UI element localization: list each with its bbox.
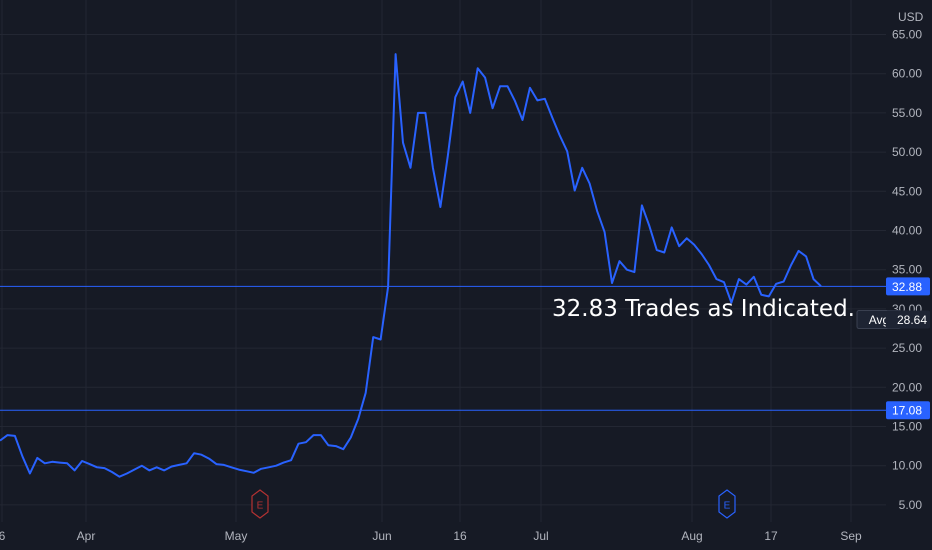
y-tick-label: 20.00 bbox=[892, 380, 922, 394]
y-tick-label: 10.00 bbox=[892, 459, 922, 473]
y-tick-label: 40.00 bbox=[892, 224, 922, 238]
x-tick-label: 16 bbox=[453, 529, 467, 543]
y-tick-label: 60.00 bbox=[892, 67, 922, 81]
earnings-marker-label: E bbox=[724, 501, 731, 512]
earnings-icon bbox=[718, 489, 736, 519]
x-tick-label: Sep bbox=[840, 529, 862, 543]
grid bbox=[0, 0, 886, 522]
price-badges: 32.88 17.08 Avg 28.64 bbox=[856, 277, 930, 420]
price-axis-panel bbox=[886, 0, 932, 522]
earnings-marker-upcoming: E bbox=[718, 489, 736, 519]
y-axis[interactable]: 65.0060.0055.0050.0045.0040.0035.0030.00… bbox=[892, 28, 922, 512]
earnings-icon bbox=[251, 489, 269, 519]
x-tick-label: May bbox=[225, 529, 248, 543]
earnings-marker-label: E bbox=[257, 501, 264, 512]
avg-label: Avg bbox=[869, 313, 889, 327]
x-axis[interactable]: 6 Apr May Jun 16 Jul Aug 17 Sep bbox=[0, 529, 862, 543]
horizontal-lines bbox=[0, 285, 886, 411]
y-tick-label: 35.00 bbox=[892, 263, 922, 277]
price-badge bbox=[886, 277, 930, 296]
y-tick-label: 45.00 bbox=[892, 184, 922, 198]
x-tick-label: 6 bbox=[0, 529, 6, 543]
y-tick-label: 15.00 bbox=[892, 420, 922, 434]
y-tick-label: 55.00 bbox=[892, 106, 922, 120]
x-tick-label: Aug bbox=[681, 529, 702, 543]
avg-value: 28.64 bbox=[897, 313, 927, 327]
x-tick-label: Jul bbox=[533, 529, 548, 543]
x-tick-label: Jun bbox=[372, 529, 391, 543]
price-badge-label: 17.08 bbox=[892, 404, 922, 418]
avg-badge bbox=[886, 310, 930, 329]
y-tick-label: 5.00 bbox=[899, 498, 923, 512]
y-tick-label: 50.00 bbox=[892, 145, 922, 159]
price-badge bbox=[886, 401, 930, 420]
price-badge-label: 32.88 bbox=[892, 280, 922, 294]
earnings-marker-past: E bbox=[251, 489, 269, 519]
x-tick-label: 17 bbox=[764, 529, 778, 543]
x-tick-label: Apr bbox=[77, 529, 96, 543]
annotation-text: 32.83 Trades as Indicated. bbox=[552, 296, 855, 322]
price-line-series bbox=[0, 53, 822, 478]
y-tick-label: 25.00 bbox=[892, 341, 922, 355]
y-tick-label: 65.00 bbox=[892, 28, 922, 42]
series-layer bbox=[0, 53, 822, 478]
currency-label[interactable]: USD bbox=[898, 10, 924, 24]
